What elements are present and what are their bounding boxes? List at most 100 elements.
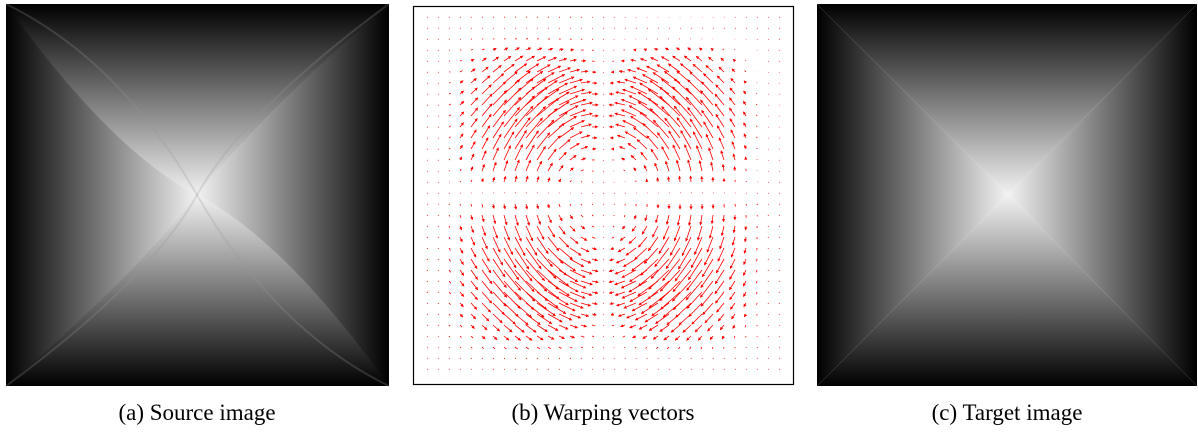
vector-arrow [724,28,725,29]
vector-arrow [603,193,604,194]
vector-arrow [603,226,604,227]
vector-arrow [603,259,604,260]
vector-arrow [625,28,626,29]
vector-arrow [427,193,428,194]
caption: (c) Target image [932,400,1083,425]
vector-arrow [768,182,769,183]
vector-arrow [471,369,472,370]
vector-arrow [471,358,472,359]
vector-arrow [504,369,505,370]
vector-arrow [438,28,439,29]
vector-arrow [471,49,473,50]
vector-arrow [449,369,450,370]
vector-arrow [438,226,439,227]
vector-arrow [614,358,615,359]
vector-arrow [592,358,593,359]
vector-arrow [757,17,758,18]
vector-arrow [746,369,747,370]
vector-arrow [427,358,428,359]
source-image [6,4,389,386]
vector-arrow [438,17,439,18]
vector-arrow [493,358,494,359]
vector-arrow [438,347,439,348]
vector-arrow [570,17,571,18]
vector-arrow [427,314,428,315]
vector-arrow [427,61,428,62]
vector-arrow [427,369,428,370]
vector-arrow [768,303,769,304]
vector-arrow [603,17,604,18]
vector-arrow [438,61,439,62]
vector-arrow [559,28,560,29]
vector-arrow [779,369,780,370]
vector-arrow [592,204,593,205]
vector-arrow [438,281,439,282]
vector-arrow [460,17,461,18]
vector-arrow [768,204,769,205]
vector-arrow [515,369,516,370]
vector-arrow [757,28,758,29]
figure: (a) Source image (b) Warping vectors (c)… [0,0,1198,434]
vector-arrow [768,248,769,249]
vector-arrow [768,215,769,216]
vector-arrow [482,369,483,370]
vector-arrow [493,28,494,29]
vector-arrow [482,28,483,29]
vector-arrow [702,369,703,370]
vector-arrow [603,314,604,315]
vector-arrow [603,182,604,183]
vector-arrow [438,303,439,304]
vector-arrow [768,193,769,194]
vector-arrow [756,104,757,105]
vector-arrow [438,215,439,216]
vector-arrow [570,369,571,370]
vector-arrow [427,215,428,216]
vector-arrow [768,336,769,337]
vector-arrow [757,358,758,359]
vector-arrow [768,347,769,348]
vector-arrow [691,28,692,29]
vector-arrow [669,28,670,29]
vector-arrow [449,204,450,205]
vector-arrow [779,215,780,216]
vector-arrow [581,369,582,370]
vector-arrow [779,39,780,40]
vector-arrow [504,28,505,29]
vector-arrow [768,325,769,326]
vector-arrow [779,61,780,62]
vector-arrow [768,171,769,172]
vector-arrow [438,325,439,326]
vector-arrow [603,28,604,29]
vector-arrow [570,358,571,359]
vector-arrow [779,182,780,183]
vector-arrow [460,358,461,359]
vector-arrow [603,72,604,73]
vector-arrow [438,314,439,315]
vector-arrow [603,215,604,216]
vector-arrow [603,281,604,282]
vector-arrow [438,237,439,238]
vector-arrow [427,259,428,260]
vector-arrow [603,204,604,205]
vector-arrow [592,17,593,18]
vector-arrow [427,28,428,29]
vector-arrow [734,167,735,171]
vector-arrow [537,28,538,29]
vector-arrow [746,17,747,18]
vector-arrow [603,237,604,238]
vector-arrow [438,171,439,172]
vector-arrow [680,28,681,29]
vector-arrow [427,204,428,205]
vector-arrow [724,369,725,370]
vector-arrow [581,17,582,18]
vector-arrow [603,369,604,370]
vector-arrow [603,61,604,62]
vector-arrow [460,369,461,370]
vector-arrow [746,204,747,206]
vector-arrow [757,39,758,40]
vector-arrow [734,49,735,50]
vector-arrow [559,358,560,359]
vector-arrow [614,28,615,29]
vector-arrow [581,358,582,359]
vector-arrow [603,303,604,304]
